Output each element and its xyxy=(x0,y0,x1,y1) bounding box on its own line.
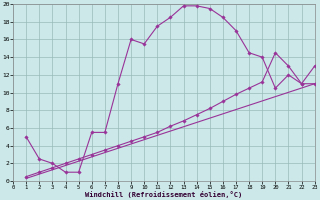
X-axis label: Windchill (Refroidissement éolien,°C): Windchill (Refroidissement éolien,°C) xyxy=(85,191,243,198)
